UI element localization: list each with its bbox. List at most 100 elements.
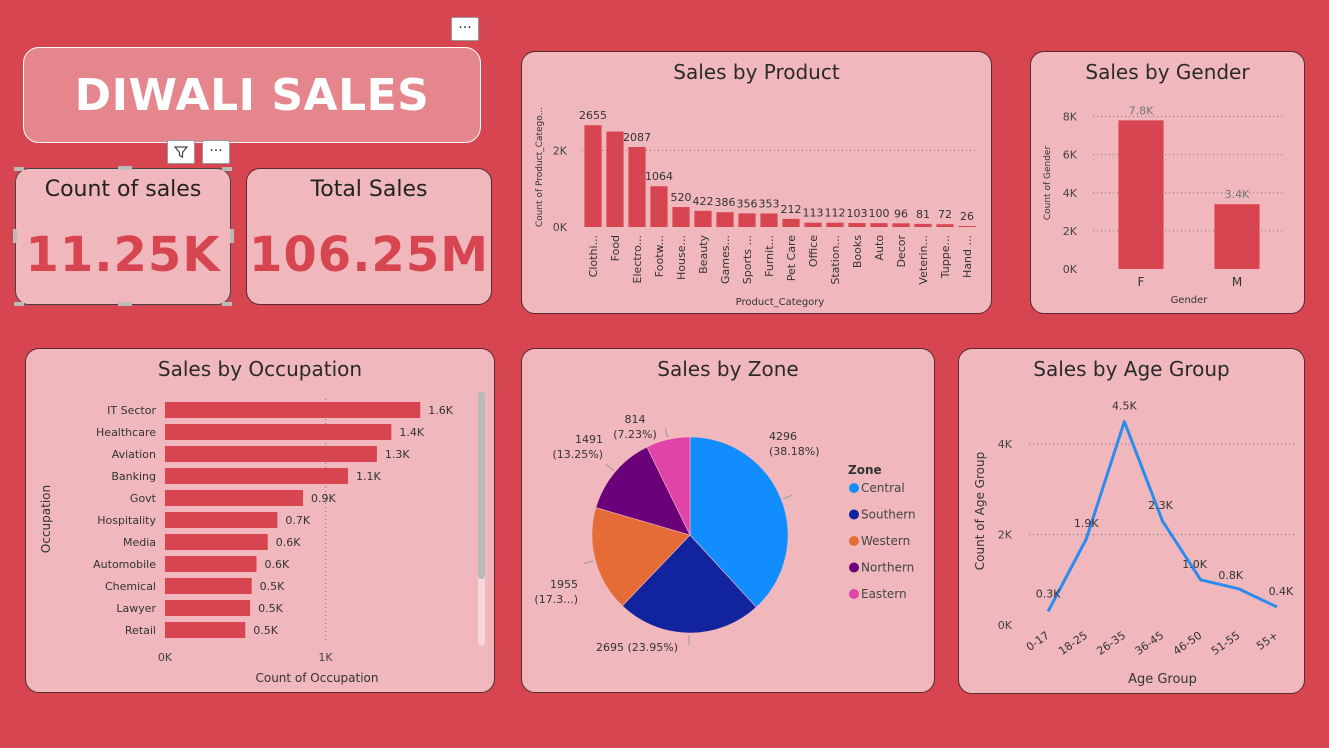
bar (782, 218, 800, 227)
resize-handle[interactable] (222, 302, 232, 306)
bar (738, 213, 756, 227)
data-label: 1064 (645, 170, 673, 183)
bar (165, 600, 251, 616)
x-tick-label: House... (675, 235, 688, 280)
y-tick-label: IT Sector (107, 404, 156, 417)
zone-chart-card[interactable]: Sales by Zone 4296 (38.18%) 2695 (23.95%) 1… (521, 348, 935, 693)
bar (165, 424, 392, 440)
y-tick-label: 0K (1063, 263, 1078, 276)
x-axis-title: Count of Occupation (255, 671, 378, 685)
bar (936, 224, 954, 227)
bar (804, 222, 822, 227)
bar (694, 210, 712, 227)
x-tick-label: 26-35 (1094, 629, 1128, 658)
zone-pie-chart: 4296 (38.18%) 2695 (23.95%) 1955 (17.3...) 14… (534, 413, 915, 654)
legend-label: Northern (861, 561, 914, 575)
resize-handle[interactable] (222, 167, 232, 171)
resize-handle[interactable] (118, 302, 132, 306)
bar (760, 213, 778, 227)
y-tick-label: 0K (553, 221, 568, 234)
kpi-count-value: 11.25K (25, 227, 221, 283)
y-tick-label: Hospitality (97, 514, 156, 527)
pie-slice (689, 436, 789, 608)
bar (848, 223, 866, 227)
gender-bar-chart: 0K 2K 4K 6K 8K 7.8K F 3.4K M Gender Count of Gende… (1043, 104, 1285, 306)
product-bar-chart: 0K 2K 2655 Clothi... Food 2087 Electro... 1064 F… (535, 107, 978, 308)
x-tick-label: 46-50 (1171, 629, 1205, 658)
title-more-options-button[interactable]: ··· (451, 17, 479, 41)
bar (716, 212, 734, 227)
bar (606, 131, 624, 227)
data-label: 386 (715, 196, 736, 209)
bar (1214, 204, 1260, 269)
data-label: 112 (825, 207, 846, 220)
gender-chart-card[interactable]: Sales by Gender 0K 2K 4K 6K 8K 7.8K F 3.4K M Gend… (1030, 51, 1305, 314)
data-label: 1.0K (1182, 558, 1207, 571)
resize-handle[interactable] (13, 229, 17, 243)
gender-chart-title: Sales by Gender (1085, 60, 1250, 84)
legend-marker (849, 536, 859, 546)
data-label: 2655 (579, 109, 607, 122)
data-label: (7.23%) (613, 428, 657, 441)
data-label: 4296 (769, 430, 797, 443)
x-tick-label: Tuppe... (939, 235, 952, 279)
bar (584, 125, 602, 227)
bar (165, 622, 246, 638)
kpi-count-card[interactable]: Count of sales 11.25K (15, 168, 231, 305)
x-tick-label: F (1138, 275, 1145, 289)
data-label: 520 (671, 191, 692, 204)
data-label: 0.3K (1036, 587, 1061, 600)
legend-title: Zone (848, 463, 882, 477)
x-tick-label: Books (851, 235, 864, 268)
data-label: 1.4K (399, 426, 424, 439)
x-tick-label: Veterin... (917, 235, 930, 285)
bar (165, 402, 421, 418)
occupation-chart-card[interactable]: Sales by Occupation 0K 1K IT Sector 1.6K Hea… (25, 348, 495, 693)
x-axis-title: Product_Category (736, 297, 825, 308)
kpi-more-options-button[interactable]: ··· (202, 140, 230, 164)
x-tick-label: 55+ (1254, 629, 1280, 653)
data-label: 0.5K (260, 580, 285, 593)
data-label: (38.18%) (769, 445, 820, 458)
filter-icon[interactable] (167, 140, 195, 164)
data-label: 0.4K (1269, 585, 1294, 598)
data-label: 0.6K (276, 536, 301, 549)
leader-line (605, 463, 614, 471)
bar (870, 223, 888, 227)
resize-handle[interactable] (118, 166, 132, 170)
data-label: 0.8K (1218, 569, 1243, 582)
x-tick-label: Office (807, 235, 820, 267)
bar (958, 226, 976, 227)
bar (165, 512, 278, 528)
series-line (1046, 420, 1278, 613)
x-tick-label: Auto (873, 235, 886, 261)
resize-handle[interactable] (14, 302, 24, 306)
legend-marker (849, 483, 859, 493)
x-tick-label: Footw... (653, 235, 666, 277)
product-chart-card[interactable]: Sales by Product 0K 2K 2655 Clothi... Food 20… (521, 51, 992, 314)
y-tick-label: Lawyer (116, 602, 156, 615)
age-chart-card[interactable]: Sales by Age Group 0K 2K 4K 0.3K 0-17 1.9K 18-… (958, 348, 1305, 694)
y-tick-label: 6K (1063, 149, 1078, 162)
legend-marker (849, 562, 859, 573)
data-label: 353 (759, 197, 780, 210)
data-label: 2695 (23.95%) (596, 641, 678, 654)
resize-handle[interactable] (14, 167, 24, 171)
data-label: 1.3K (385, 448, 410, 461)
bar (165, 446, 377, 462)
x-tick-label: Clothi... (587, 235, 600, 277)
kpi-total-card[interactable]: Total Sales 106.25M (246, 168, 492, 305)
dashboard-title-card: DIWALI SALES (23, 47, 481, 143)
data-label: 814 (625, 413, 646, 426)
x-tick-label: Decor (895, 235, 908, 268)
x-tick-label: Sports ... (741, 235, 754, 284)
kpi-total-label: Total Sales (310, 177, 428, 202)
bar (826, 222, 844, 227)
resize-handle[interactable] (230, 229, 234, 243)
scrollbar-thumb[interactable] (478, 391, 485, 579)
x-tick-label: 51-55 (1209, 629, 1243, 658)
y-tick-label: Banking (111, 470, 156, 483)
data-label: 7.8K (1129, 104, 1154, 117)
bar (165, 578, 252, 594)
dashboard-title: DIWALI SALES (74, 69, 430, 121)
